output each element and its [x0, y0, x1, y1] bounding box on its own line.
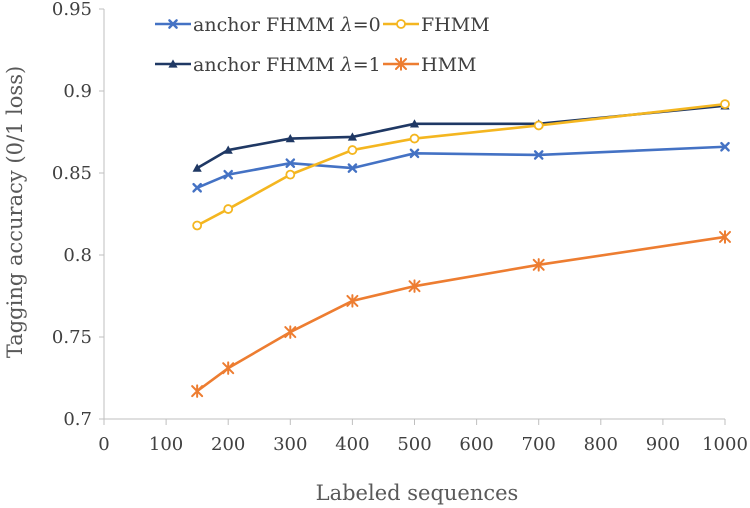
y-tick-label: 0.85 [52, 163, 92, 184]
x-tick-label: 200 [211, 434, 245, 455]
series-hmm [191, 230, 731, 398]
legend-item: HMM [383, 54, 476, 76]
data-point [285, 169, 296, 180]
data-point [223, 204, 234, 214]
y-tick-label: 0.7 [63, 409, 92, 430]
data-point [408, 279, 421, 293]
axes: 0.7 0.75 0.8 0.85 0.9 0.95 0 100 200 300 400 500 600… [52, 0, 748, 455]
data-point [223, 145, 233, 154]
x-tick-label: 800 [584, 434, 618, 455]
data-point [222, 361, 235, 375]
data-point [533, 120, 544, 131]
x-tick-label: 500 [397, 434, 431, 455]
data-point [532, 258, 545, 272]
legend-label: anchor FHMM λ=0 [193, 14, 381, 36]
data-point [285, 158, 296, 168]
data-point [396, 19, 406, 29]
series-line [196, 104, 726, 170]
data-point [409, 133, 420, 144]
legend-item: FHMM [383, 14, 490, 36]
series-line [196, 235, 726, 393]
series-fhmm [192, 99, 730, 231]
legend-label: FHMM [421, 14, 490, 36]
x-tick-label: 300 [273, 434, 307, 455]
data-point [395, 57, 407, 71]
data-point [168, 59, 178, 68]
legend-item: anchor FHMM λ=0 [155, 14, 381, 36]
y-tick-label: 0.95 [52, 0, 92, 20]
y-tick-label: 0.9 [63, 81, 92, 102]
data-point [192, 220, 203, 231]
data-point [192, 163, 202, 172]
data-point [409, 148, 420, 159]
x-tick-label: 700 [522, 434, 556, 455]
data-point [347, 163, 358, 173]
data-point [223, 169, 233, 180]
data-point [720, 141, 730, 152]
data-point [347, 132, 357, 141]
data-point [168, 19, 178, 29]
x-tick-label: 1000 [702, 434, 748, 455]
data-point [285, 133, 295, 143]
data-point [284, 325, 297, 339]
y-axis-label: Tagging accuracy (0/1 loss) [3, 66, 27, 358]
data-point [720, 99, 730, 110]
legend-label: anchor FHMM λ=1 [193, 54, 381, 76]
series-anchor-fhmm-0 [192, 141, 730, 193]
data-point [533, 150, 544, 160]
data-point [191, 384, 204, 398]
legend-item: anchor FHMM λ=1 [155, 54, 381, 76]
legend-label: HMM [421, 54, 476, 76]
x-tick-label: 600 [459, 434, 493, 455]
series-layer [191, 99, 731, 398]
legend: anchor FHMM λ=0 anchor FHMM λ=1 FHMM HMM [155, 14, 490, 76]
data-point [409, 119, 420, 128]
x-axis-label: Labeled sequences [316, 481, 519, 505]
data-point [192, 182, 202, 193]
x-tick-label: 900 [646, 434, 680, 455]
data-point [347, 145, 358, 155]
data-point [719, 230, 731, 244]
y-tick-label: 0.8 [63, 245, 92, 266]
x-tick-label: 400 [335, 434, 369, 455]
y-tick-label: 0.75 [52, 327, 92, 348]
data-point [346, 294, 359, 308]
x-tick-label: 100 [149, 434, 183, 455]
x-tick-label: 0 [98, 434, 109, 455]
